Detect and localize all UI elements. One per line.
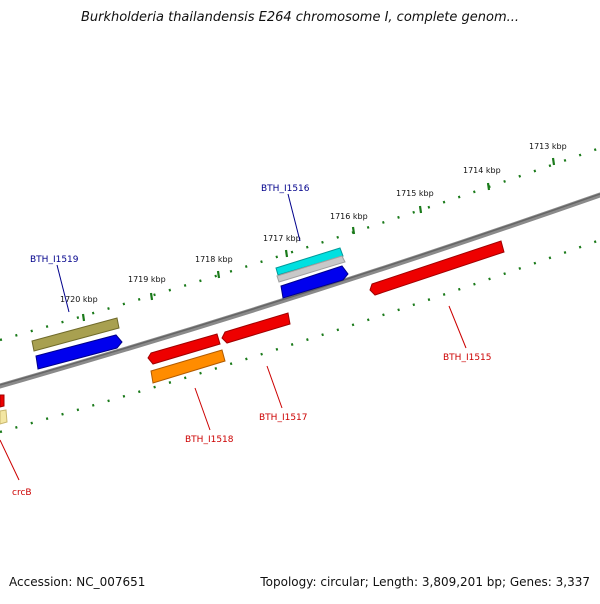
accession-text: Accession: NC_007651 (9, 575, 146, 589)
gene-feature-red-3[interactable] (147, 333, 221, 365)
gene-labels: BTH_I1516 BTH_I1519 BTH_I1515 BTH_I1517 … (12, 184, 492, 498)
gene-feature-pale-edge[interactable] (0, 409, 8, 425)
gene-feature-red-1[interactable] (369, 240, 505, 296)
tick-label-1715: 1715 kbp (396, 189, 434, 198)
gene-label-bth-i1516[interactable]: BTH_I1516 (261, 184, 310, 194)
gene-label-bth-i1515[interactable]: BTH_I1515 (443, 353, 492, 363)
gene-feature-gray[interactable] (276, 255, 346, 283)
tick-label-1716: 1716 kbp (330, 212, 368, 221)
sequence-summary-text: Topology: circular; Length: 3,809,201 bp… (260, 575, 590, 589)
gene-feature-cyan[interactable] (275, 247, 344, 276)
map-title: Burkholderia thailandensis E264 chromoso… (80, 10, 520, 25)
gene-feature-red-edge[interactable] (0, 394, 5, 408)
forward-genes (31, 247, 349, 370)
tick-label-1720: 1720 kbp (60, 295, 98, 304)
chromosome-backbone (0, 192, 600, 389)
outer-tick-track (0, 146, 600, 342)
tick-label-1718: 1718 kbp (195, 255, 233, 264)
gene-label-bth-i1519[interactable]: BTH_I1519 (30, 255, 79, 265)
tick-label-1719: 1719 kbp (128, 275, 166, 284)
tick-label-1714: 1714 kbp (463, 166, 501, 175)
gene-feature-red-2[interactable] (221, 312, 291, 344)
gene-feature-blue-right[interactable] (280, 265, 349, 299)
tick-labels: 1713 kbp 1714 kbp 1715 kbp 1716 kbp 1717… (60, 142, 567, 304)
gene-label-crcb[interactable]: crcB (12, 488, 32, 498)
tick-label-1713: 1713 kbp (529, 142, 567, 151)
gene-label-bth-i1517[interactable]: BTH_I1517 (259, 413, 308, 423)
tick-label-1717: 1717 kbp (263, 234, 301, 243)
gene-label-bth-i1518[interactable]: BTH_I1518 (185, 435, 234, 445)
major-ticks (81, 157, 556, 322)
gene-feature-orange[interactable] (150, 349, 226, 384)
gene-feature-blue-left[interactable] (35, 334, 123, 370)
gene-feature-olive[interactable] (31, 317, 120, 352)
reverse-genes (0, 240, 505, 425)
gene-label-lines (0, 193, 467, 481)
